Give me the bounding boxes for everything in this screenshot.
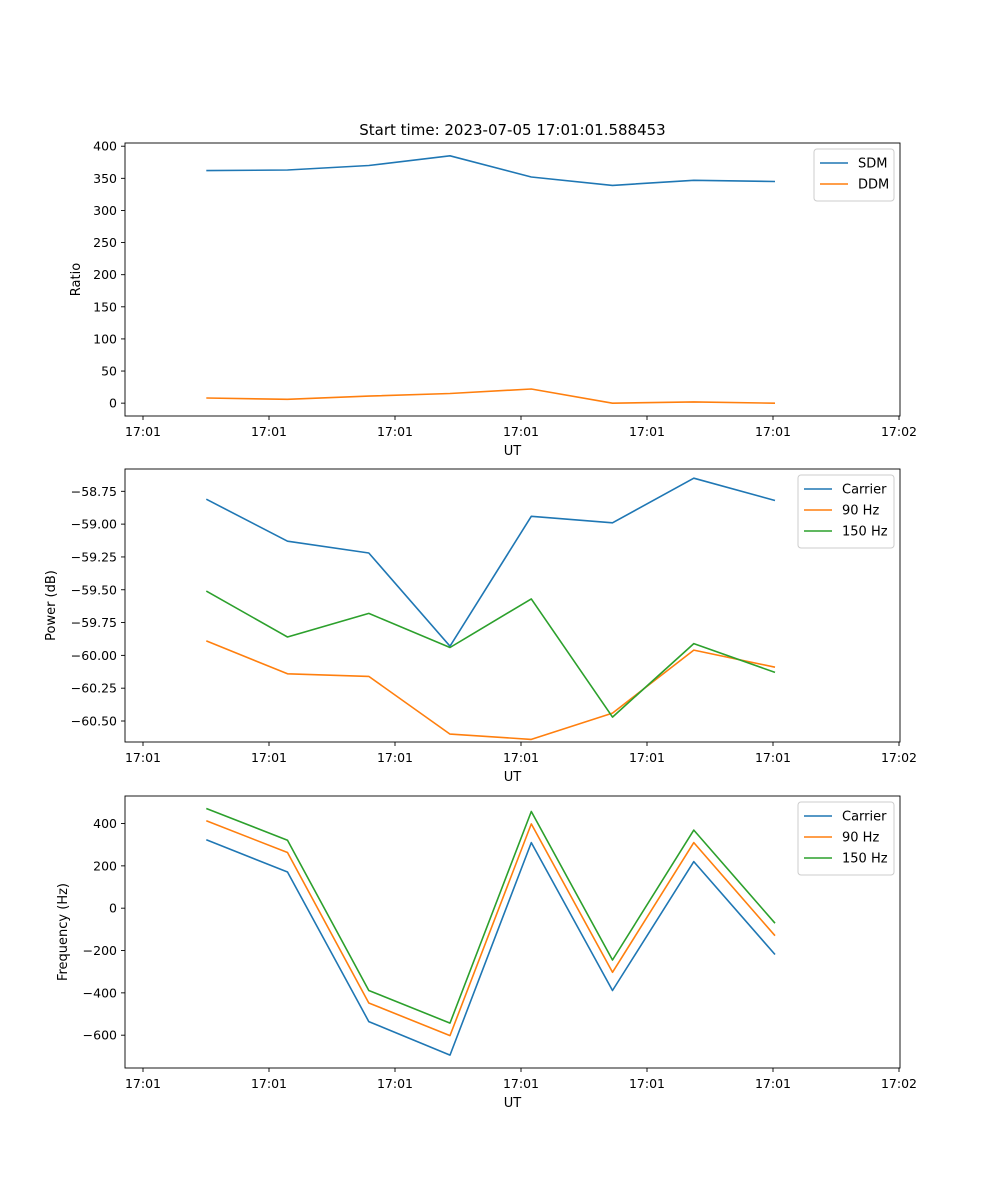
y-tick-label: −58.75: [71, 484, 117, 499]
x-tick-label: 17:01: [503, 750, 539, 765]
x-axis-label: UT: [504, 770, 522, 785]
y-tick-label: 400: [93, 139, 117, 154]
y-axis-label: Power (dB): [44, 570, 59, 641]
y-axis-label: Ratio: [69, 263, 84, 296]
series-line-carrier: [205, 477, 776, 648]
x-tick-label: 17:01: [629, 424, 665, 439]
y-tick-label: −59.50: [71, 582, 117, 597]
y-tick-label: 400: [93, 816, 117, 831]
series-line-sdm: [206, 155, 776, 187]
y-tick-label: 350: [93, 171, 117, 186]
chart-panel-1: Start time: 2023-07-05 17:01:01.588453 17…: [69, 121, 917, 459]
series-line-90-hz: [206, 820, 776, 1037]
legend-box: [797, 474, 895, 549]
x-tick-label: 17:01: [629, 750, 665, 765]
axes-frame: [124, 468, 901, 743]
legend: Carrier 90 Hz 150 Hz: [797, 801, 895, 876]
x-tick-label: 17:01: [377, 750, 413, 765]
x-tick-label: 17:02: [881, 1076, 917, 1091]
x-tick-label: 17:01: [125, 750, 161, 765]
x-tick-label: 17:01: [251, 750, 287, 765]
legend-label: 90 Hz: [842, 504, 879, 519]
y-tick-label: −200: [83, 943, 117, 958]
legend-label: Carrier: [842, 483, 887, 498]
series-line-carrier: [206, 839, 776, 1056]
axes-frame: [124, 142, 901, 417]
x-axis-label: UT: [504, 444, 522, 459]
legend-box: [813, 148, 895, 202]
x-tick-label: 17:01: [125, 1076, 161, 1091]
y-tick-label: 150: [93, 299, 117, 314]
series-line-150-hz: [205, 590, 776, 718]
x-tick-label: 17:01: [755, 424, 791, 439]
y-tick-label: 250: [93, 235, 117, 250]
y-tick-label: 0: [109, 396, 117, 411]
x-tick-label: 17:01: [755, 750, 791, 765]
x-tick-label: 17:01: [629, 1076, 665, 1091]
y-axis-label: Frequency (Hz): [56, 883, 71, 981]
y-tick-label: −60.25: [71, 681, 117, 696]
legend-label: DDM: [858, 178, 889, 193]
chart-panel-3: 17:01 17:01 17:01 17:01 17:01 17:01 17:02 −600 −…: [56, 795, 917, 1111]
x-tick-label: 17:01: [503, 1076, 539, 1091]
x-axis-label: UT: [504, 1096, 522, 1111]
x-tick-label: 17:01: [377, 1076, 413, 1091]
y-tick-label: −59.00: [71, 517, 117, 532]
y-tick-label: 100: [93, 331, 117, 346]
y-tick-label: −59.75: [71, 615, 117, 630]
y-tick-label: 200: [93, 858, 117, 873]
x-tick-label: 17:01: [125, 424, 161, 439]
x-tick-label: 17:02: [881, 750, 917, 765]
series-line-90-hz: [205, 640, 776, 741]
legend-label: SDM: [858, 157, 887, 172]
y-tick-label: −400: [83, 985, 117, 1000]
chart-title: Start time: 2023-07-05 17:01:01.588453: [359, 121, 665, 139]
x-tick-label: 17:01: [251, 1076, 287, 1091]
y-tick-label: 200: [93, 267, 117, 282]
chart-panel-2: 17:01 17:01 17:01 17:01 17:01 17:01 17:02 −60.5…: [44, 468, 917, 785]
series-line-150-hz: [206, 807, 776, 1024]
x-tick-label: 17:02: [881, 424, 917, 439]
legend: SDM DDM: [813, 148, 895, 202]
x-tick-label: 17:01: [377, 424, 413, 439]
y-tick-label: −59.25: [71, 549, 117, 564]
x-tick-label: 17:01: [503, 424, 539, 439]
legend-label: 150 Hz: [842, 525, 888, 540]
x-tick-label: 17:01: [755, 1076, 791, 1091]
legend-label: 150 Hz: [842, 852, 888, 867]
y-tick-label: 50: [101, 364, 117, 379]
y-tick-label: 300: [93, 203, 117, 218]
legend-label: Carrier: [842, 810, 887, 825]
y-tick-label: 0: [109, 901, 117, 916]
legend: Carrier 90 Hz 150 Hz: [797, 474, 895, 549]
legend-box: [797, 801, 895, 876]
y-tick-label: −600: [83, 1028, 117, 1043]
y-tick-label: −60.50: [71, 714, 117, 729]
y-tick-label: −60.00: [71, 648, 117, 663]
x-tick-label: 17:01: [251, 424, 287, 439]
legend-label: 90 Hz: [842, 831, 879, 846]
axes-frame: [124, 795, 901, 1069]
series-line-ddm: [206, 388, 776, 405]
